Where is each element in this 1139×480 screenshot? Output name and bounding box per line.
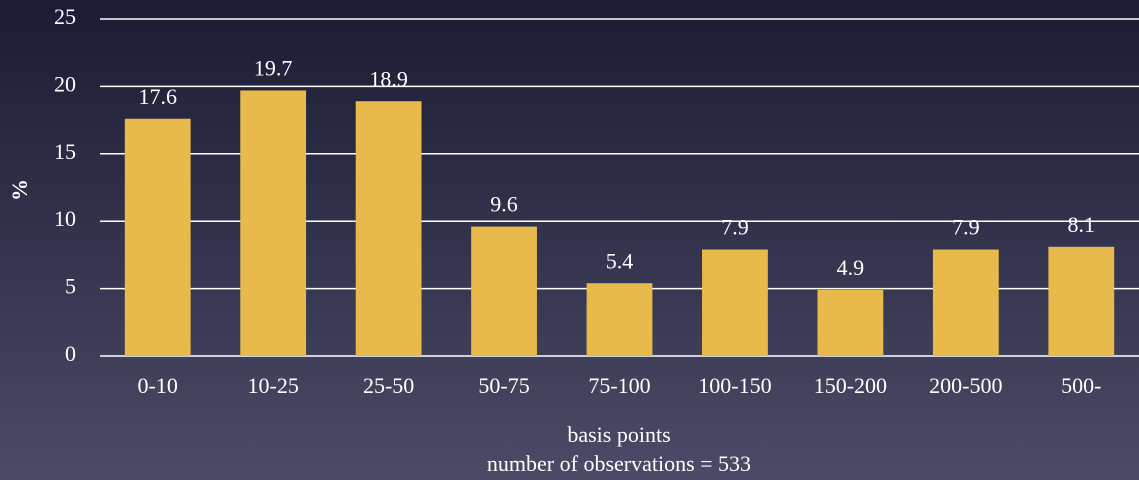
bar [355, 101, 422, 356]
x-tick-label: 25-50 [363, 373, 414, 398]
y-tick-label: 0 [65, 341, 76, 366]
data-label: 5.4 [606, 248, 634, 273]
y-tick-label: 25 [54, 4, 76, 29]
bar [1048, 246, 1115, 356]
x-tick-label: 75-100 [588, 373, 650, 398]
data-label: 7.9 [952, 215, 980, 240]
data-label: 8.1 [1068, 212, 1096, 237]
x-tick-label: 150-200 [814, 373, 887, 398]
data-label: 18.9 [369, 66, 408, 91]
bar [240, 90, 307, 356]
x-tick-label: 200-500 [929, 373, 1002, 398]
x-tick-label: 500- [1061, 373, 1101, 398]
x-tick-label: 10-25 [248, 373, 299, 398]
y-tick-label: 5 [65, 274, 76, 299]
x-axis-note: number of observations = 533 [487, 451, 751, 476]
data-label: 7.9 [721, 215, 749, 240]
bar [124, 118, 191, 356]
y-tick-label: 20 [54, 71, 76, 96]
bar [932, 249, 999, 356]
bar [817, 289, 884, 356]
bar [702, 249, 768, 356]
y-tick-label: 10 [54, 206, 76, 231]
y-axis-label: % [7, 179, 32, 201]
x-tick-label: 100-150 [698, 373, 771, 398]
data-label: 19.7 [254, 55, 293, 80]
x-tick-label: 50-75 [478, 373, 529, 398]
data-label: 4.9 [837, 255, 865, 280]
bar [471, 226, 537, 356]
y-tick-label: 15 [54, 139, 76, 164]
x-tick-label: 0-10 [138, 373, 178, 398]
data-label: 17.6 [138, 84, 177, 109]
data-label: 9.6 [490, 192, 518, 217]
x-axis-label: basis points [567, 422, 670, 447]
bar [586, 283, 653, 356]
